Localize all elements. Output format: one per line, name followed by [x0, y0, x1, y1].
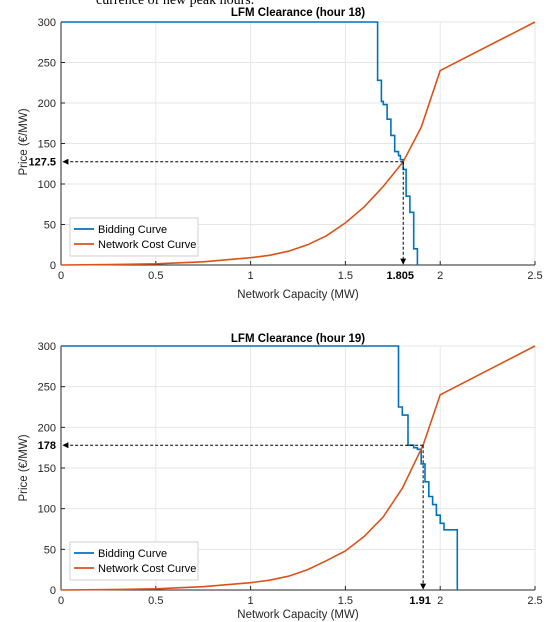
annotation-y-label: 178: [38, 440, 56, 452]
y-tick-label: 50: [44, 544, 56, 556]
x-tick-label: 1: [248, 270, 254, 282]
plot-area: 0 0.5 1 1.5 2 2.5 0 50 100 150 200 250 300 178 1.91 Bid…: [36, 341, 543, 607]
y-tick-label: 300: [38, 341, 56, 353]
legend-box: [69, 217, 199, 257]
y-tick-label: 0: [50, 260, 56, 272]
legend-label: Network Cost Curve: [98, 563, 196, 575]
x-tick-label: 0.5: [148, 595, 163, 607]
y-axis-label: Price (€/MW): [18, 108, 30, 175]
x-tick-label: 1.5: [338, 270, 353, 282]
y-tick-label: 300: [38, 17, 56, 29]
annotation-x-label-bg: [385, 270, 415, 282]
x-tick-label: 0: [58, 595, 64, 607]
y-tick-label: 250: [38, 58, 56, 70]
chart-title: LFM Clearance (hour 18): [231, 7, 365, 19]
y-tick-label: 200: [38, 422, 56, 434]
x-tick-label: 1.5: [338, 595, 353, 607]
annotation-x-label: 1.91: [409, 595, 430, 607]
x-tick-label: 2.5: [527, 595, 542, 607]
annotation-y-label: 127.5: [28, 157, 56, 169]
y-tick-label: 150: [38, 463, 56, 475]
chart-hour-18: LFM Clearance (hour 18) Network Capacity…: [18, 7, 543, 301]
x-tick-label: 2: [437, 270, 443, 282]
y-tick-label: 200: [38, 98, 56, 110]
legend-label: Bidding Curve: [98, 548, 167, 560]
caption-fragment: currence of new peak hours.: [96, 0, 255, 8]
plot-area: 0 0.5 1 1.5 2 2.5 0 50 100 150 200 250 300 127.5 1.805…: [27, 17, 543, 282]
legend-box: [69, 541, 199, 581]
chart-title: LFM Clearance (hour 19): [231, 333, 365, 345]
network-cost-curve-line: [60, 345, 536, 591]
bidding-curve-line: [61, 21, 419, 265]
bidding-curve-line: [61, 345, 459, 590]
x-tick-label: 0.5: [148, 270, 163, 282]
chart-hour-19: LFM Clearance (hour 19) Network Capacity…: [18, 333, 543, 621]
annotation-x-label: 1.805: [386, 270, 414, 282]
annotation-x-label-bg: [408, 595, 432, 607]
legend-label: Network Cost Curve: [98, 239, 196, 251]
x-tick-label: 2.5: [527, 270, 542, 282]
legend: Bidding Curve Network Cost Curve: [69, 217, 199, 257]
network-cost-curve-line: [60, 21, 536, 266]
x-tick-label: 0: [58, 270, 64, 282]
y-tick-label: 150: [38, 139, 56, 151]
x-tick-label: 1: [248, 595, 254, 607]
y-tick-label: 100: [38, 504, 56, 516]
x-tick-label: 2: [437, 595, 443, 607]
annotation-y-label-bg: [36, 440, 57, 453]
y-tick-label: 250: [38, 382, 56, 394]
y-tick-label: 100: [38, 179, 56, 191]
x-axis-label: Network Capacity (MW): [237, 609, 359, 621]
annotation-y-label-bg: [27, 156, 57, 169]
legend: Bidding Curve Network Cost Curve: [69, 541, 199, 581]
y-tick-label: 50: [44, 220, 56, 232]
x-axis-label: Network Capacity (MW): [237, 289, 359, 301]
y-axis-label: Price (€/MW): [18, 434, 30, 501]
legend-label: Bidding Curve: [98, 224, 167, 236]
y-tick-label: 0: [50, 585, 56, 597]
